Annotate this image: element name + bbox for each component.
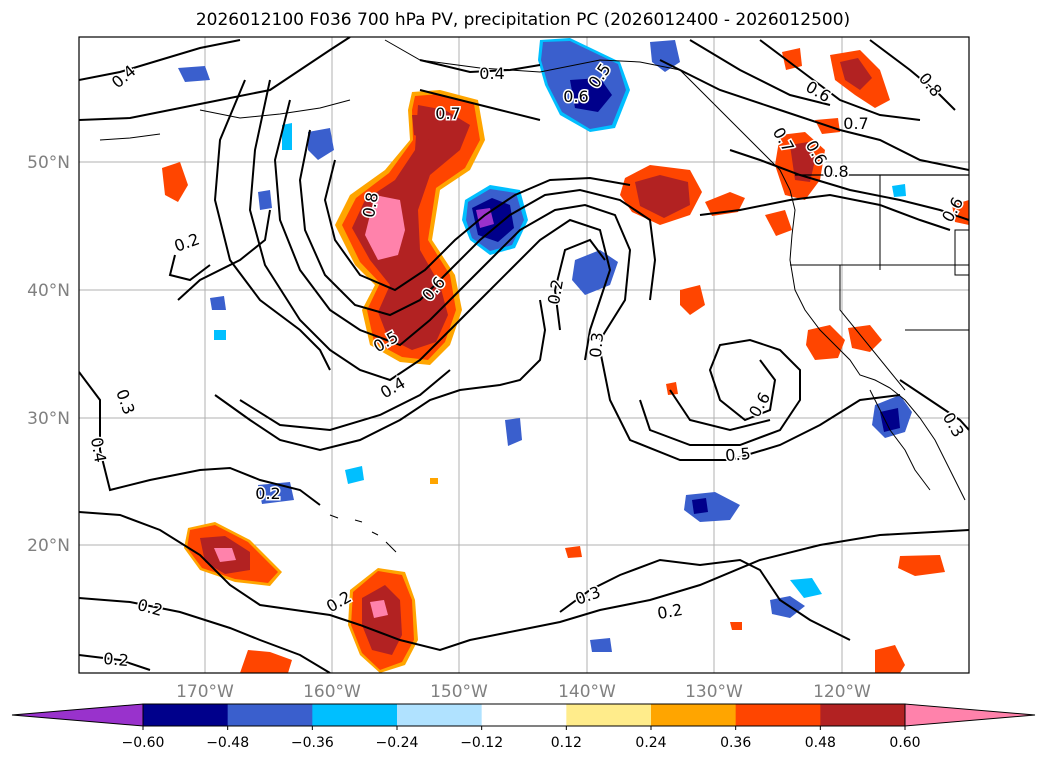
map-area: 0.4 0.4 0.50.60.70.8 0.60.80.70.20.70.80.60… (79, 37, 969, 673)
colorbar-tick-label: −0.36 (291, 735, 334, 751)
contour-label: 0.2 (656, 600, 684, 623)
contour-label: 0.2 (255, 484, 280, 503)
colorbar: −0.60 −0.48 −0.36 −0.24 −0.12 0.12 0.24 0.36 0.4… (11, 703, 1036, 751)
colorbar-swatch (397, 704, 483, 726)
contour-label: 0.5 (724, 444, 751, 465)
colorbar-swatch (820, 704, 906, 726)
pv-contours (79, 37, 969, 673)
colorbar-tick-label: 0.36 (720, 735, 751, 751)
contour-label: 0.7 (435, 104, 460, 123)
contour-label: 0.4 (479, 64, 504, 83)
precip-positive-areas (162, 48, 969, 673)
coastlines (99, 39, 969, 553)
contour-label: 0.2 (103, 649, 130, 670)
colorbar-tick-label: −0.24 (376, 735, 419, 751)
colorbar-swatch (481, 704, 567, 726)
longitude-labels: 170°W 160°W 150°W 140°W 130°W 120°W (176, 682, 871, 702)
colorbar-extend-max (904, 703, 1036, 727)
lon-label: 130°W (685, 682, 743, 702)
colorbar-swatch (227, 704, 313, 726)
map-frame (78, 36, 970, 674)
colorbar-tick-label: 0.60 (889, 735, 920, 751)
contour-label: 0.6 (563, 87, 588, 106)
figure-title: 2026012100 F036 700 hPa PV, precipitatio… (196, 10, 850, 30)
contour-label: 0.8 (823, 162, 848, 181)
colorbar-tick-label: −0.48 (206, 735, 249, 751)
colorbar-tick-label: 0.48 (805, 735, 836, 751)
lat-label: 50°N (27, 153, 70, 173)
colorbar-tick-label: 0.24 (635, 735, 666, 751)
lon-label: 160°W (303, 682, 361, 702)
colorbar-tick-label: −0.12 (460, 735, 503, 751)
colorbar-swatch (735, 704, 821, 726)
lat-label: 40°N (27, 281, 70, 301)
contour-label: 0.3 (586, 331, 607, 358)
lon-label: 150°W (430, 682, 488, 702)
colorbar-swatch (651, 704, 737, 726)
lat-label: 20°N (27, 536, 70, 556)
contour-label: 0.7 (843, 114, 868, 133)
contour-label: 0.2 (544, 278, 567, 306)
colorbar-swatch (143, 704, 229, 726)
colorbar-swatch (312, 704, 398, 726)
lon-label: 120°W (813, 682, 871, 702)
contour-label: 0.8 (359, 191, 382, 219)
lon-label: 140°W (558, 682, 616, 702)
precip-negative-areas (178, 38, 912, 652)
lon-label: 170°W (176, 682, 234, 702)
colorbar-extend-min (11, 703, 144, 727)
colorbar-swatch (566, 704, 652, 726)
lat-label: 30°N (27, 409, 70, 429)
latitude-labels: 50°N 40°N 30°N 20°N (27, 153, 70, 556)
colorbar-tick-label: 0.12 (551, 735, 582, 751)
colorbar-tick-label: −0.60 (122, 735, 165, 751)
